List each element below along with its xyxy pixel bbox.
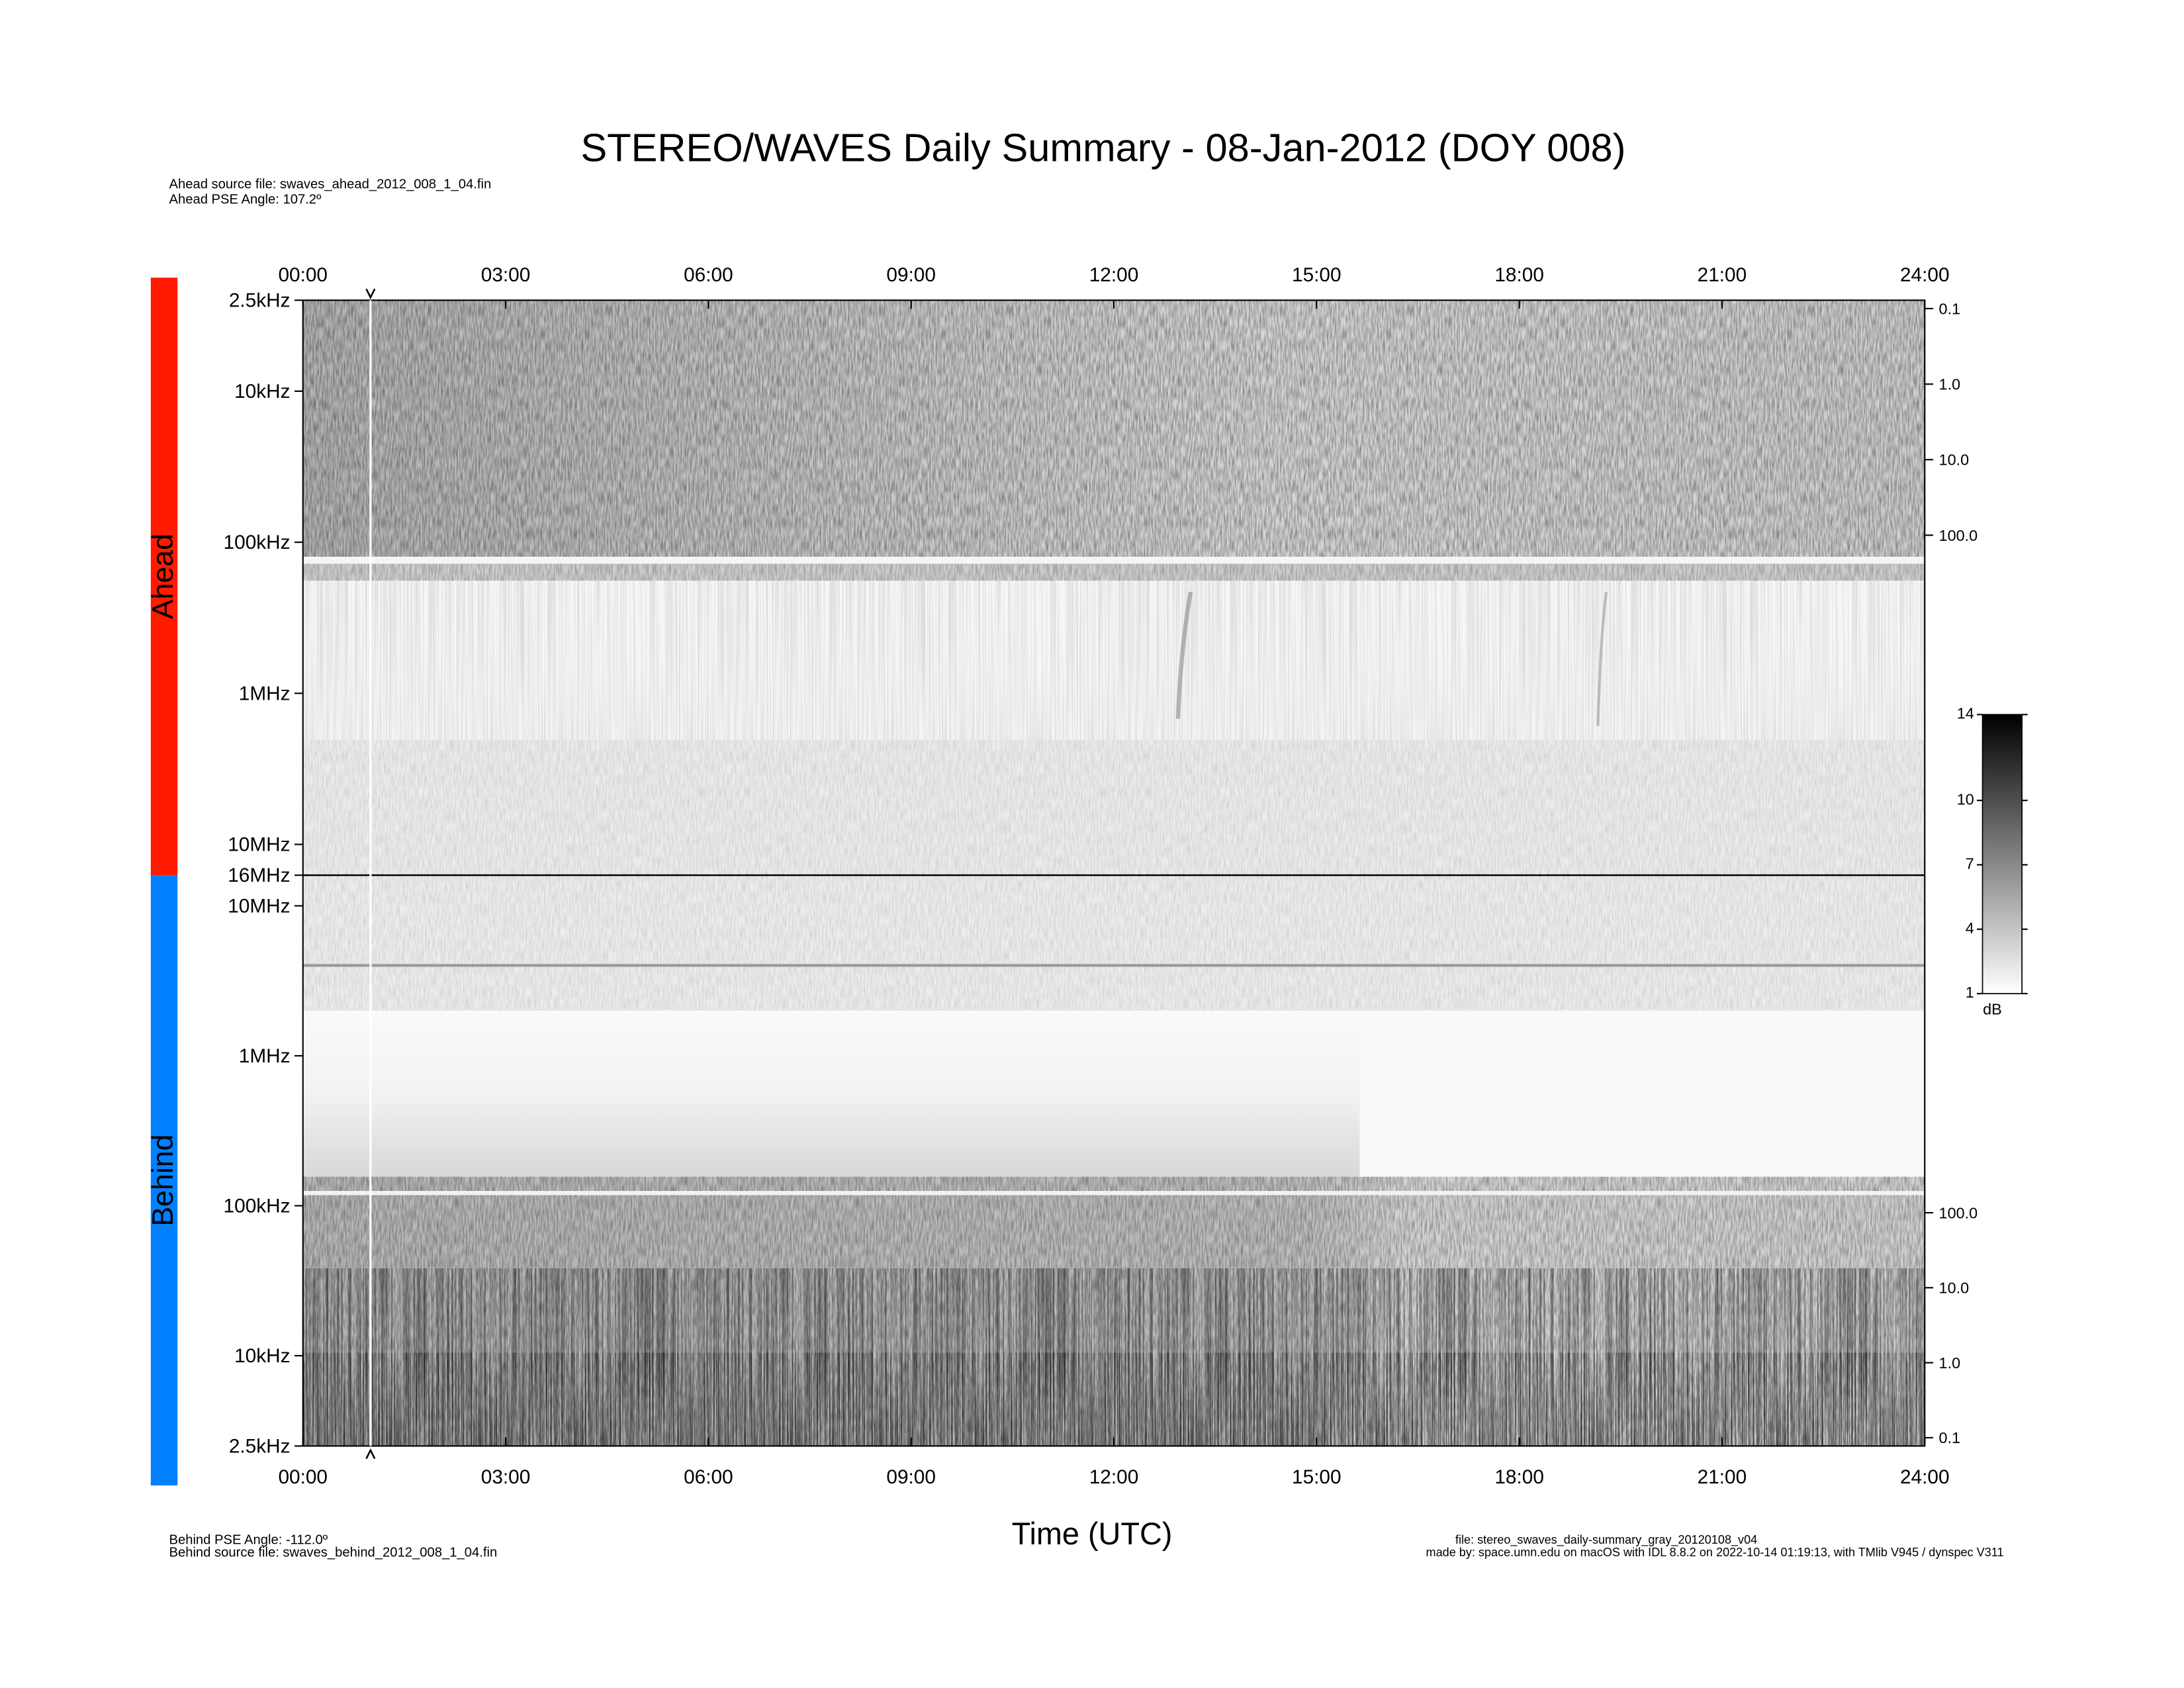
y-tick-label: 2.5kHz bbox=[229, 290, 291, 312]
y2-tick-label: 10.0 bbox=[1939, 451, 1970, 469]
y2-tick-label: 100.0 bbox=[1939, 527, 1978, 544]
x-tick-label: 18:00 bbox=[1494, 264, 1544, 286]
caret-marker bbox=[365, 1448, 376, 1460]
footer-note: file: stereo_swaves_daily-summary_gray_2… bbox=[1455, 1533, 1757, 1547]
y-tick-label: 10MHz bbox=[228, 834, 290, 856]
x-tick-label: 00:00 bbox=[278, 264, 328, 286]
footer-note: Behind PSE Angle: -112.0º bbox=[169, 1532, 328, 1547]
footer-note: made by: space.umn.edu on macOS with IDL… bbox=[1426, 1546, 2004, 1559]
x-tick-label: 06:00 bbox=[684, 264, 733, 286]
x-axis-label: Time (UTC) bbox=[1012, 1517, 1173, 1551]
x-tick-label: 09:00 bbox=[886, 1466, 936, 1488]
y-tick-label: 10kHz bbox=[234, 1345, 290, 1367]
chart-title: STEREO/WAVES Daily Summary - 08-Jan-2012… bbox=[581, 126, 1626, 170]
x-tick-label: 00:00 bbox=[278, 1466, 328, 1488]
colorbar-tick-label: 7 bbox=[1966, 855, 1974, 872]
colorbar-tick-label: 1 bbox=[1966, 984, 1974, 1001]
y2-tick-label: 0.1 bbox=[1939, 300, 1961, 317]
colorbar-tick-label: 4 bbox=[1966, 919, 1974, 937]
panel-side-bar bbox=[150, 277, 178, 876]
y-tick-label: 2.5kHz bbox=[229, 1435, 291, 1457]
y2-tick-label: 100.0 bbox=[1939, 1204, 1978, 1221]
colorbar-label: dB bbox=[1983, 1001, 2002, 1018]
x-tick-label: 24:00 bbox=[1900, 264, 1950, 286]
y2-tick-label: 1.0 bbox=[1939, 376, 1961, 393]
x-tick-label: 24:00 bbox=[1900, 1466, 1950, 1488]
y-tick-label: 10kHz bbox=[234, 381, 290, 402]
y-tick-label: 1MHz bbox=[239, 1045, 291, 1067]
x-tick-label: 03:00 bbox=[481, 264, 531, 286]
x-tick-label: 12:00 bbox=[1089, 264, 1139, 286]
panel-side-bar bbox=[150, 875, 178, 1486]
footer-note: Behind source file: swaves_behind_2012_0… bbox=[169, 1546, 497, 1560]
x-tick-label: 09:00 bbox=[886, 264, 936, 286]
x-tick-label: 21:00 bbox=[1698, 264, 1747, 286]
x-tick-label: 15:00 bbox=[1292, 264, 1342, 286]
panel-name: Ahead bbox=[147, 534, 179, 619]
y-tick-label: 10MHz bbox=[228, 895, 290, 917]
caret-marker bbox=[365, 288, 376, 300]
colorbar-tick-label: 10 bbox=[1957, 790, 1974, 808]
y-tick-label: 100kHz bbox=[224, 1195, 291, 1217]
y2-tick-label: 10.0 bbox=[1939, 1280, 1970, 1297]
spectrogram-image bbox=[302, 300, 1925, 1446]
header-note: Ahead source file: swaves_ahead_2012_008… bbox=[169, 177, 491, 191]
colorbar bbox=[1981, 714, 2023, 994]
x-tick-label: 21:00 bbox=[1698, 1466, 1747, 1488]
y-tick-label: 100kHz bbox=[224, 532, 291, 553]
x-tick-label: 03:00 bbox=[481, 1466, 531, 1488]
x-tick-label: 06:00 bbox=[684, 1466, 733, 1488]
y-tick-label: 1MHz bbox=[239, 682, 291, 704]
header-note: Ahead PSE Angle: 107.2º bbox=[169, 193, 322, 207]
x-tick-label: 15:00 bbox=[1292, 1466, 1342, 1488]
y2-tick-label: 0.1 bbox=[1939, 1429, 1961, 1446]
y2-tick-label: 1.0 bbox=[1939, 1354, 1961, 1372]
colorbar-tick-label: 14 bbox=[1957, 705, 1974, 722]
x-tick-label: 18:00 bbox=[1494, 1466, 1544, 1488]
x-tick-label: 12:00 bbox=[1089, 1466, 1139, 1488]
y-tick-label: 16MHz bbox=[228, 865, 290, 886]
panel-name: Behind bbox=[147, 1135, 179, 1227]
